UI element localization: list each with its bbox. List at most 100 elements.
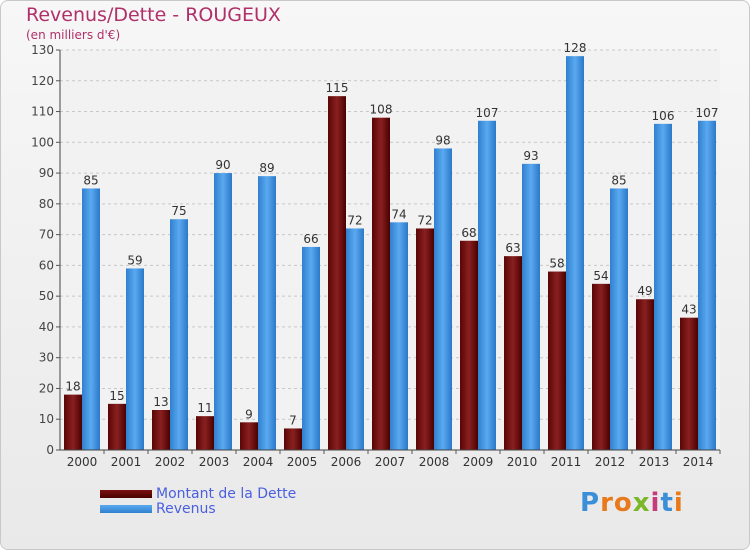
data-label-revenus: 59: [127, 253, 142, 267]
y-tick-label: 80: [39, 197, 54, 211]
data-label-dette: 15: [109, 389, 124, 403]
legend-label-revenus: Revenus: [156, 500, 216, 517]
bar-revenus: [390, 222, 408, 450]
data-label-dette: 54: [593, 269, 608, 283]
data-label-revenus: 74: [391, 207, 406, 221]
data-label-dette: 72: [417, 213, 432, 227]
legend-item-dette: Montant de la Dette: [100, 485, 297, 502]
bar-dette: [196, 416, 214, 450]
data-label-dette: 68: [461, 226, 476, 240]
x-tick-label: 2013: [639, 455, 670, 469]
x-tick-label: 2007: [375, 455, 406, 469]
data-label-revenus: 107: [476, 106, 499, 120]
data-label-revenus: 93: [523, 149, 538, 163]
legend-swatch-dette: [100, 489, 152, 498]
y-tick-label: 30: [39, 351, 54, 365]
bar-revenus: [478, 120, 496, 451]
data-label-revenus: 75: [171, 204, 186, 218]
data-label-dette: 11: [197, 401, 212, 415]
data-label-dette: 115: [326, 81, 349, 95]
x-tick-label: 2003: [199, 455, 230, 469]
y-tick-label: 130: [31, 43, 54, 57]
bar-dette: [416, 228, 434, 450]
y-tick-label: 0: [46, 443, 54, 457]
data-label-dette: 58: [549, 257, 564, 271]
data-label-revenus: 128: [564, 41, 587, 55]
x-tick-label: 2010: [507, 455, 538, 469]
bar-revenus: [698, 120, 716, 451]
data-label-revenus: 85: [83, 173, 98, 187]
data-label-revenus: 72: [347, 213, 362, 227]
data-label-revenus: 85: [611, 173, 626, 187]
x-tick-label: 2009: [463, 455, 494, 469]
bar-dette: [460, 240, 478, 450]
bar-revenus: [302, 246, 320, 450]
bar-revenus: [170, 219, 188, 450]
bar-revenus: [346, 228, 364, 450]
data-label-dette: 108: [370, 103, 393, 117]
bar-dette: [504, 256, 522, 450]
bar-dette: [636, 299, 654, 450]
bar-revenus: [82, 188, 100, 450]
data-label-dette: 43: [681, 303, 696, 317]
x-tick-label: 2000: [67, 455, 98, 469]
y-tick-label: 120: [31, 74, 54, 88]
bar-revenus: [258, 176, 276, 450]
bar-dette: [548, 271, 566, 450]
bar-revenus: [654, 123, 672, 450]
data-label-revenus: 90: [215, 158, 230, 172]
data-label-revenus: 98: [435, 133, 450, 147]
data-label-revenus: 106: [652, 109, 675, 123]
data-label-revenus: 89: [259, 161, 274, 175]
x-tick-label: 2006: [331, 455, 362, 469]
y-tick-label: 100: [31, 135, 54, 149]
data-label-dette: 7: [289, 413, 297, 427]
x-tick-label: 2005: [287, 455, 318, 469]
bar-revenus: [126, 268, 144, 450]
x-tick-label: 2002: [155, 455, 186, 469]
bar-dette: [592, 283, 610, 450]
bar-dette: [328, 96, 346, 451]
data-label-dette: 49: [637, 284, 652, 298]
bar-dette: [372, 117, 390, 450]
x-tick-label: 2011: [551, 455, 582, 469]
legend-label-dette: Montant de la Dette: [156, 485, 297, 502]
chart-subtitle: (en milliers d'€): [26, 28, 121, 42]
bar-dette: [680, 317, 698, 450]
data-label-dette: 18: [65, 380, 80, 394]
y-tick-label: 70: [39, 228, 54, 242]
bar-revenus: [566, 56, 584, 451]
x-tick-label: 2012: [595, 455, 626, 469]
bar-dette: [284, 428, 302, 450]
y-tick-label: 60: [39, 258, 54, 272]
y-tick-label: 90: [39, 166, 54, 180]
bar-revenus: [434, 148, 452, 450]
chart-title: Revenus/Dette - ROUGEUX: [26, 4, 281, 26]
y-tick-label: 20: [39, 381, 54, 395]
data-label-dette: 63: [505, 241, 520, 255]
proxiti-logo: Proxiti: [580, 488, 684, 518]
y-tick-label: 50: [39, 289, 54, 303]
bar-dette: [108, 403, 126, 450]
data-label-dette: 13: [153, 395, 168, 409]
bar-dette: [152, 410, 170, 450]
x-tick-label: 2008: [419, 455, 450, 469]
data-label-dette: 9: [245, 407, 253, 421]
y-tick-label: 10: [39, 412, 54, 426]
legend: Montant de la Dette Revenus: [100, 485, 297, 517]
bar-revenus: [214, 173, 232, 451]
bar-dette: [64, 394, 82, 450]
data-label-revenus: 66: [303, 232, 318, 246]
x-tick-label: 2014: [683, 455, 714, 469]
bar-revenus: [610, 188, 628, 450]
y-tick-label: 40: [39, 320, 54, 334]
data-label-revenus: 107: [696, 106, 719, 120]
legend-item-revenus: Revenus: [100, 500, 296, 517]
x-tick-label: 2001: [111, 455, 142, 469]
legend-swatch-revenus: [100, 504, 152, 513]
bar-dette: [240, 422, 258, 450]
x-tick-label: 2004: [243, 455, 274, 469]
bar-revenus: [522, 163, 540, 450]
y-tick-label: 110: [31, 105, 54, 119]
